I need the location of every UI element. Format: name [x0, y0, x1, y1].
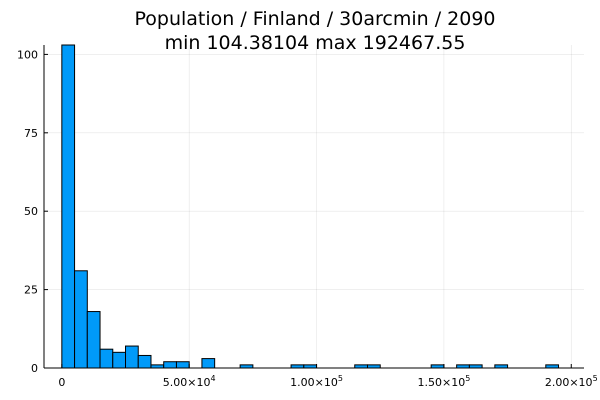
chart-title: Population / Finland / 30arcmin / 2090: [135, 8, 496, 30]
y-tick-label: 100: [17, 48, 38, 61]
histogram-bar: [61, 44, 76, 369]
y-tick-label: 75: [24, 127, 38, 140]
histogram-bar: [163, 361, 177, 369]
histogram-bar: [175, 361, 190, 369]
x-tick-label: 2.00×105: [545, 374, 598, 389]
x-tick-label: 5.00×104: [163, 374, 216, 389]
histogram-bar: [201, 358, 216, 369]
histogram-bar: [125, 345, 139, 369]
histogram-bar: [86, 311, 101, 369]
histogram-bar: [112, 351, 127, 369]
histogram-bar: [74, 270, 88, 369]
x-axis-ticks: 0 5.00×104 1.00×105 1.50×105 2.00×105: [58, 364, 598, 389]
y-tick-label: 0: [31, 362, 38, 375]
x-tick-label: 1.50×105: [417, 374, 470, 389]
axes: [43, 45, 584, 369]
x-tick-label: 0: [58, 376, 65, 389]
histogram-bars: [61, 44, 560, 369]
y-tick-label: 50: [24, 205, 38, 218]
histogram-bar: [99, 348, 114, 369]
histogram-bar: [137, 354, 152, 369]
chart-subtitle: min 104.38104 max 192467.55: [165, 32, 466, 54]
y-tick-label: 25: [24, 284, 38, 297]
x-tick-label: 1.00×105: [290, 374, 343, 389]
y-axis-ticks: 0 25 50 75 100: [17, 48, 48, 375]
